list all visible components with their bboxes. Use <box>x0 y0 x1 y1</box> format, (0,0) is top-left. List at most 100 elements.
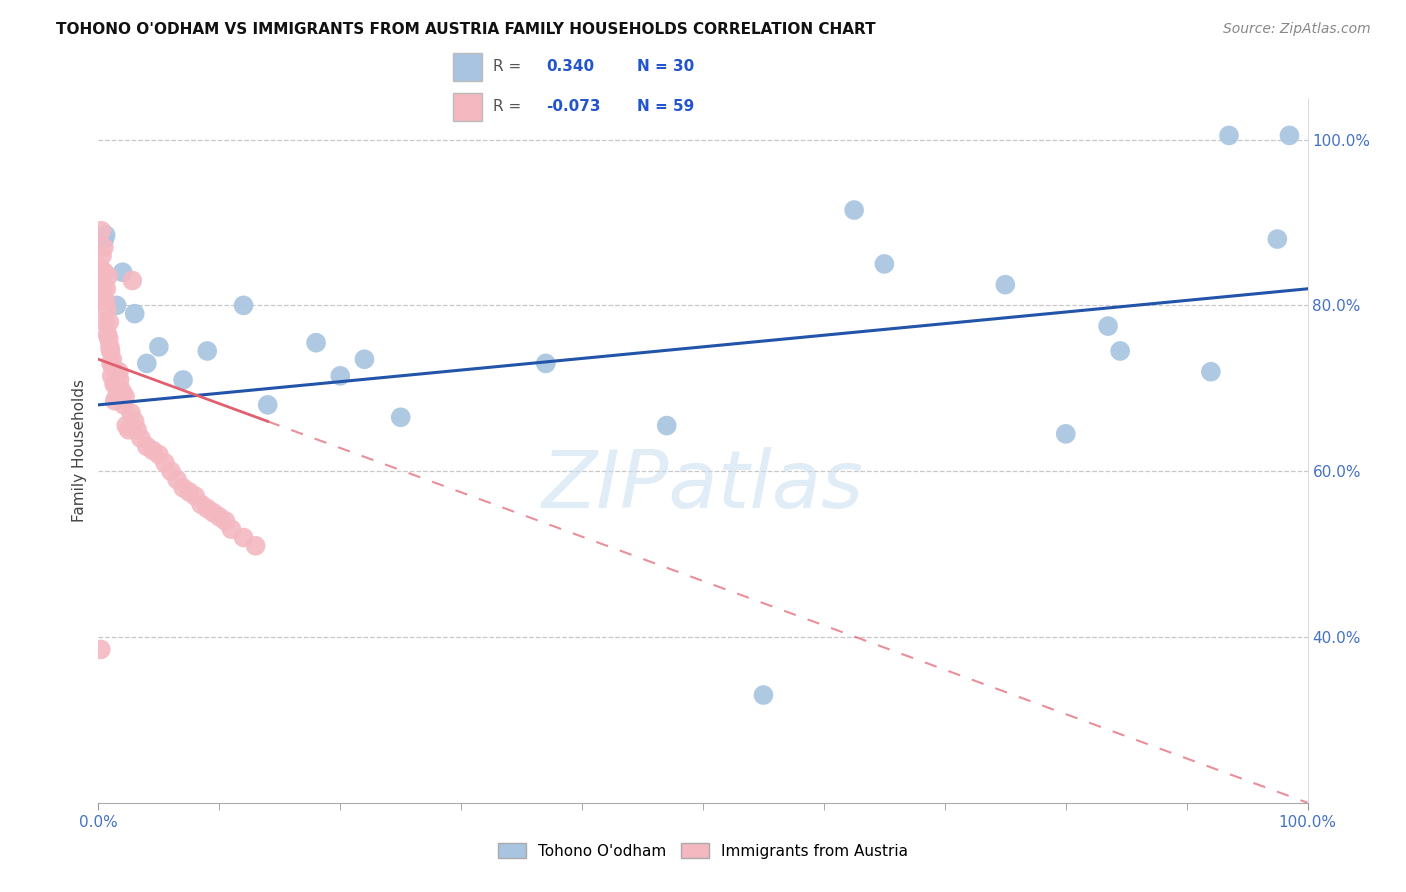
Point <box>100 356 122 370</box>
Point <box>108 381 131 395</box>
Point <box>221 522 243 536</box>
Point <box>93 240 115 254</box>
Point <box>752 688 775 702</box>
Text: Source: ZipAtlas.com: Source: ZipAtlas.com <box>1223 22 1371 37</box>
Point <box>105 390 128 404</box>
Point <box>101 352 124 367</box>
Point <box>329 368 352 383</box>
Point <box>98 315 121 329</box>
Text: R =: R = <box>494 59 526 74</box>
Point <box>994 277 1017 292</box>
Point <box>172 481 194 495</box>
Point <box>655 418 678 433</box>
Text: N = 59: N = 59 <box>637 99 695 114</box>
Point <box>195 501 218 516</box>
Point <box>184 489 207 503</box>
Point <box>89 261 111 276</box>
Point <box>111 265 134 279</box>
Point <box>1097 319 1119 334</box>
Point <box>148 448 170 462</box>
Point <box>153 456 176 470</box>
Point <box>195 343 218 358</box>
Point <box>107 390 129 404</box>
Y-axis label: Family Households: Family Households <box>72 379 87 522</box>
Point <box>91 294 114 309</box>
Point <box>94 294 117 309</box>
Point <box>1109 343 1132 358</box>
Point <box>104 393 127 408</box>
Point <box>1054 426 1077 441</box>
Point <box>534 356 557 370</box>
Point <box>120 406 142 420</box>
Point <box>96 302 118 317</box>
Point <box>105 298 128 312</box>
Point <box>94 315 117 329</box>
Point <box>160 464 183 478</box>
Point <box>91 282 114 296</box>
Point <box>245 539 267 553</box>
Legend: Tohono O'odham, Immigrants from Austria: Tohono O'odham, Immigrants from Austria <box>498 843 908 859</box>
Point <box>108 373 131 387</box>
Text: N = 30: N = 30 <box>637 59 695 74</box>
Text: -0.073: -0.073 <box>547 99 600 114</box>
Point <box>111 385 134 400</box>
Text: 0.340: 0.340 <box>547 59 595 74</box>
Point <box>135 356 157 370</box>
Point <box>1218 128 1240 143</box>
Point <box>129 431 152 445</box>
Point <box>305 335 328 350</box>
Point <box>103 377 125 392</box>
Point <box>112 398 135 412</box>
Point <box>98 340 121 354</box>
Point <box>96 327 118 342</box>
Point <box>1278 128 1301 143</box>
Point <box>108 365 131 379</box>
Point <box>844 202 866 217</box>
Point <box>179 484 201 499</box>
Point <box>232 298 254 312</box>
Point <box>94 227 117 242</box>
Point <box>97 332 120 346</box>
Point <box>121 273 143 287</box>
Point <box>256 398 278 412</box>
Point <box>232 531 254 545</box>
Point <box>90 224 112 238</box>
Point <box>127 423 149 437</box>
Point <box>353 352 375 367</box>
Point <box>101 360 124 375</box>
Point <box>110 390 132 404</box>
Point <box>93 232 115 246</box>
Point <box>208 509 231 524</box>
Text: TOHONO O'ODHAM VS IMMIGRANTS FROM AUSTRIA FAMILY HOUSEHOLDS CORRELATION CHART: TOHONO O'ODHAM VS IMMIGRANTS FROM AUSTRI… <box>56 22 876 37</box>
Point <box>118 423 141 437</box>
Point <box>166 473 188 487</box>
Point <box>148 340 170 354</box>
Point <box>389 410 412 425</box>
Point <box>104 377 127 392</box>
Point <box>100 343 122 358</box>
Point <box>90 642 112 657</box>
Point <box>135 439 157 453</box>
Point <box>96 282 118 296</box>
Point <box>114 390 136 404</box>
Point <box>172 373 194 387</box>
Text: ZIPatlas: ZIPatlas <box>541 447 865 524</box>
Point <box>93 265 115 279</box>
Point <box>91 249 114 263</box>
Point <box>202 506 225 520</box>
Point <box>190 497 212 511</box>
Point <box>115 418 138 433</box>
Point <box>90 282 112 296</box>
Point <box>1199 365 1222 379</box>
Point <box>97 269 120 284</box>
Point <box>100 368 122 383</box>
Point <box>142 443 165 458</box>
FancyBboxPatch shape <box>453 93 482 120</box>
Point <box>124 307 146 321</box>
Point <box>124 414 146 428</box>
Text: R =: R = <box>494 99 526 114</box>
FancyBboxPatch shape <box>453 54 482 81</box>
Point <box>873 257 896 271</box>
Point <box>214 514 236 528</box>
Point <box>1267 232 1289 246</box>
